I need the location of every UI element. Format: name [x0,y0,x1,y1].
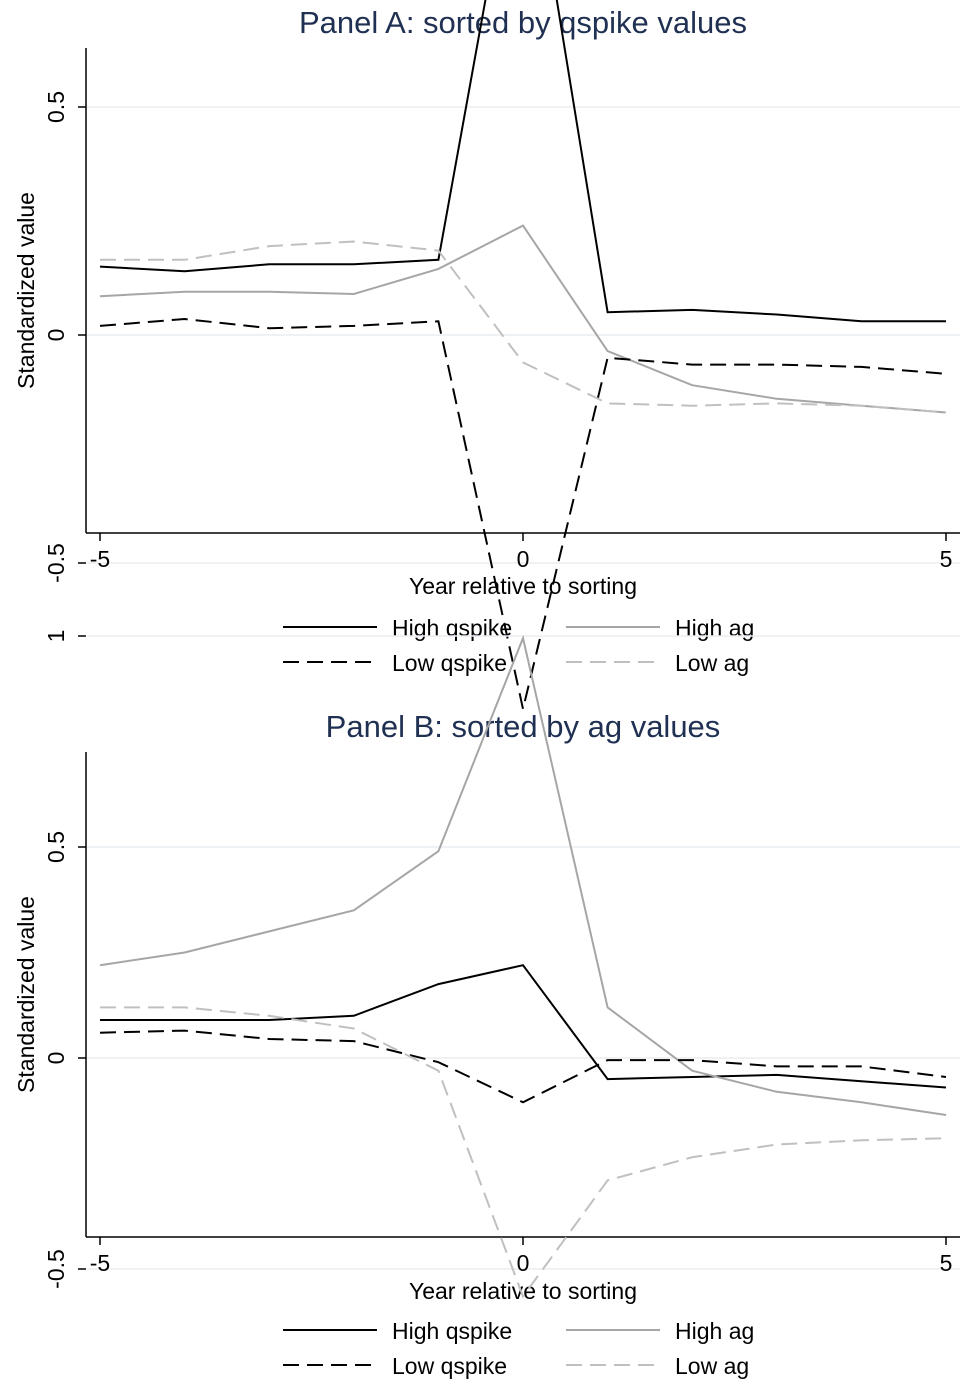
chart-panel-b: Panel B: sorted by ag values -0.5 0 0.5 1 -5 0… [13,630,960,1379]
y-tick-label: 0.5 [43,831,69,863]
x-tick-label: 0 [517,1250,530,1276]
x-tick-label: 5 [940,546,953,572]
y-tick-label: 0 [43,329,69,342]
series-line-low-ag [100,240,947,414]
x-axis-label: Year relative to sorting [409,1278,637,1304]
legend-label-high-qspike: High qspike [392,1318,512,1344]
x-tick-label: -5 [90,1250,110,1276]
series-line-high-ag [99,224,947,414]
x-tick-label: -5 [90,546,110,572]
y-tick-label: 1 [43,630,69,643]
legend-label-low-qspike: Low qspike [392,1353,507,1379]
y-tick-label: 0.5 [43,91,69,123]
legend-label-high-ag: High ag [675,1318,754,1344]
x-tick-label: 5 [940,1250,953,1276]
series-line-low-qspike [99,1029,947,1104]
x-tick-label: 0 [517,546,530,572]
y-axis-label: Standardized value [13,896,39,1093]
chart-title: Panel A: sorted by qspike values [299,5,747,40]
chart-panel-a: Panel A: sorted by qspike values -0.5 0 0.5… [13,0,960,710]
legend-label-low-ag: Low ag [675,650,749,676]
y-tick-label: 0 [43,1052,69,1065]
y-tick-label: -0.5 [43,1249,69,1289]
legend-label-low-qspike: Low qspike [392,650,507,676]
y-tick-label: -0.5 [43,543,69,583]
legend-label-high-ag: High ag [675,615,754,641]
series-line-low-ag [100,1006,947,1299]
y-axis-label: Standardized value [13,192,39,389]
legend-label-high-qspike: High qspike [392,615,512,641]
series-line-high-ag [99,634,947,1116]
series-line-high-qspike [99,0,946,323]
chart-title: Panel B: sorted by ag values [326,709,721,744]
legend-label-low-ag: Low ag [675,1353,749,1379]
series-line-low-qspike [99,317,947,710]
x-axis-label: Year relative to sorting [409,573,637,599]
series-line-high-qspike [100,964,947,1089]
